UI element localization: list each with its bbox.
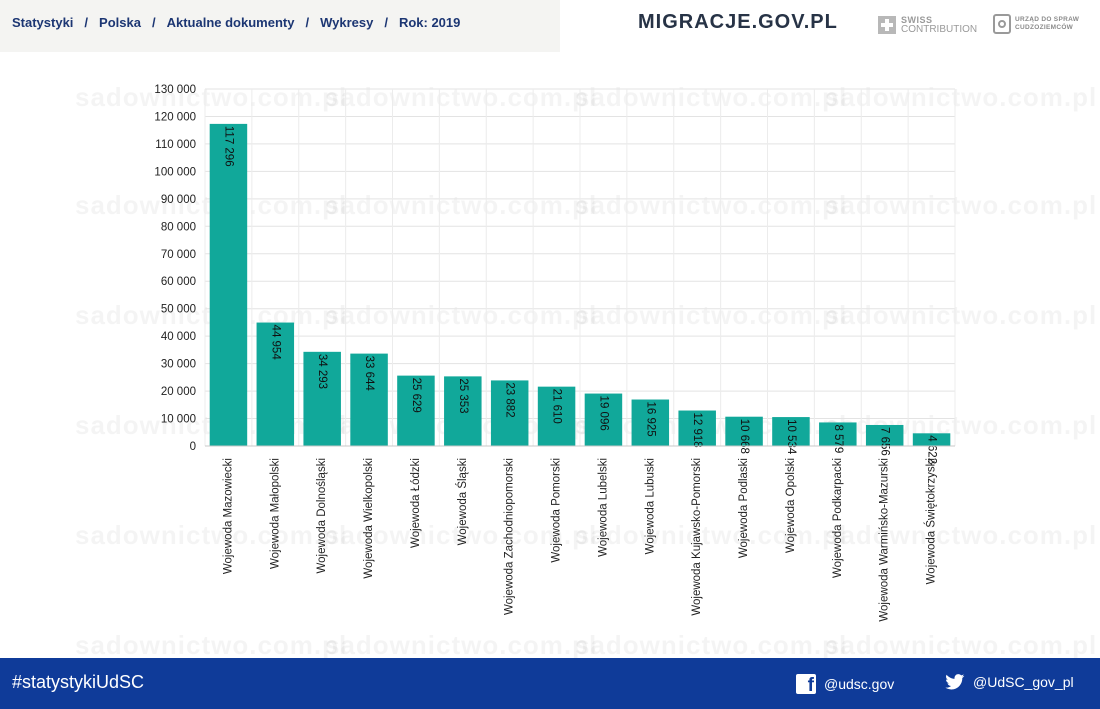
data-label: 4 622: [926, 435, 938, 464]
bar: [725, 416, 763, 446]
x-tick-label: Wojewoda Świętokrzyski: [925, 458, 938, 584]
y-tick-label: 30 000: [161, 359, 196, 371]
y-tick-label: 10 000: [161, 414, 196, 426]
y-tick-label: 110 000: [155, 139, 196, 151]
swiss-cross-icon: [878, 16, 896, 34]
twitter-icon: [945, 674, 965, 690]
breadcrumb-item-statystyki[interactable]: Statystyki: [12, 15, 74, 30]
x-tick-label: Wojewoda Dolnośląski: [316, 458, 328, 573]
bar: [256, 322, 295, 446]
data-label: 34 293: [316, 354, 328, 389]
breadcrumb-separator: /: [305, 15, 310, 30]
bar: [397, 375, 435, 446]
x-tick-label: Wojewoda Warmińsko-Mazurski: [879, 458, 891, 622]
y-tick-label: 80 000: [161, 221, 196, 233]
breadcrumb-separator: /: [384, 15, 388, 30]
breadcrumb-item-aktualne-dokumenty[interactable]: Aktualne dokumenty: [166, 15, 295, 30]
data-label: 23 882: [504, 382, 516, 417]
x-tick-label: Wojewoda Mazowiecki: [222, 458, 234, 574]
x-tick-label: Wojewoda Podkarpacki: [832, 458, 844, 578]
x-tick-label: Wojewoda Śląski: [456, 458, 469, 545]
bar: [303, 351, 341, 446]
x-tick-label: Wojewoda Podlaski: [738, 458, 750, 558]
swiss-logo-line2: CONTRIBUTION: [901, 24, 978, 35]
x-tick-label: Wojewoda Lubuski: [644, 458, 656, 554]
breadcrumb-item-wykresy[interactable]: Wykresy: [320, 15, 374, 30]
breadcrumb-separator: /: [151, 15, 156, 30]
data-label: 10 534: [785, 419, 797, 455]
bar: [865, 424, 904, 446]
data-label: 16 925: [644, 402, 656, 437]
bar: [631, 399, 670, 446]
bar: [819, 422, 857, 446]
bar: [678, 410, 716, 446]
breadcrumb-item-rok[interactable]: Rok: 2019: [398, 15, 461, 30]
x-tick-label: Wojewoda Łódzki: [410, 458, 422, 548]
data-label: 12 918: [691, 413, 703, 448]
x-tick-label: Wojewoda Lubelski: [597, 458, 609, 557]
data-label: 44 954: [269, 325, 281, 361]
y-tick-label: 90 000: [161, 194, 196, 206]
data-label: 7 656: [879, 427, 891, 456]
x-tick-label: Wojewoda Małopolski: [269, 458, 281, 569]
udsc-logo-line1: URZĄD DO SPRAW: [1015, 16, 1080, 23]
y-tick-label: 40 000: [161, 331, 196, 343]
y-tick-label: 120 000: [154, 111, 196, 123]
bar: [444, 376, 482, 446]
facebook-icon: f: [796, 674, 816, 694]
data-label: 33 644: [363, 356, 375, 392]
y-tick-label: 0: [190, 441, 196, 453]
data-label: 19 096: [597, 396, 609, 431]
twitter-link[interactable]: @UdSC_gov_pl: [945, 674, 1074, 690]
bar-chart: 0 10 000 20 000 30 000 40 000 50 000 60 000 70 …: [154, 84, 956, 622]
bar: [584, 393, 623, 446]
x-tick-label: Wojewoda Wielkopolski: [363, 458, 375, 579]
y-tick-label: 70 000: [161, 249, 196, 261]
breadcrumb-separator: /: [84, 15, 89, 30]
bar: [912, 433, 951, 446]
data-label: 8 579: [832, 424, 844, 453]
y-tick-label: 60 000: [161, 276, 196, 288]
swiss-contribution-logo[interactable]: SWISS CONTRIBUTION: [878, 15, 977, 35]
x-tick-label: Wojewoda Zachodniopomorski: [504, 458, 516, 615]
facebook-link[interactable]: f @udsc.gov: [796, 674, 894, 694]
bar: [537, 386, 576, 446]
bar: [490, 380, 529, 446]
bar: [350, 353, 388, 446]
data-label: 21 610: [551, 389, 563, 424]
x-tick-label: Wojewoda Opolski: [785, 458, 797, 553]
breadcrumb-item-polska[interactable]: Polska: [99, 15, 141, 30]
footer-hashtag: #statystykiUdSC: [12, 672, 145, 692]
breadcrumb-bar: [0, 0, 560, 52]
twitter-handle: @UdSC_gov_pl: [973, 674, 1074, 690]
x-tick-label: Wojewoda Pomorski: [551, 458, 563, 563]
y-tick-label: 20 000: [161, 386, 196, 398]
data-label: 25 629: [410, 378, 422, 413]
data-label: 117 296: [222, 126, 234, 167]
facebook-handle: @udsc.gov: [824, 676, 895, 692]
data-label: 25 353: [457, 378, 469, 413]
udsc-logo[interactable]: URZĄD DO SPRAW CUDZOZIEMCÓW: [993, 14, 1079, 34]
data-label: 10 668: [738, 419, 750, 454]
x-tick-label: Wojewoda Kujawsko-Pomorski: [691, 458, 703, 616]
udsc-emblem-icon: [993, 14, 1011, 34]
site-logo[interactable]: MIGRACJE.GOV.PL: [638, 11, 838, 33]
udsc-logo-line2: CUDZOZIEMCÓW: [1015, 24, 1074, 31]
swiss-logo-line1: SWISS: [901, 15, 933, 25]
y-tick-label: 100 000: [154, 166, 196, 178]
bar: [209, 123, 248, 446]
y-tick-label: 130 000: [154, 84, 196, 96]
footer: #statystykiUdSC f @udsc.gov @UdSC_gov_pl: [0, 658, 1100, 709]
bar: [772, 417, 810, 446]
breadcrumb: Statystyki / Polska / Aktualne dokumenty…: [12, 15, 460, 30]
header: Statystyki / Polska / Aktualne dokumenty…: [0, 0, 1100, 52]
y-tick-label: 50 000: [161, 304, 196, 316]
